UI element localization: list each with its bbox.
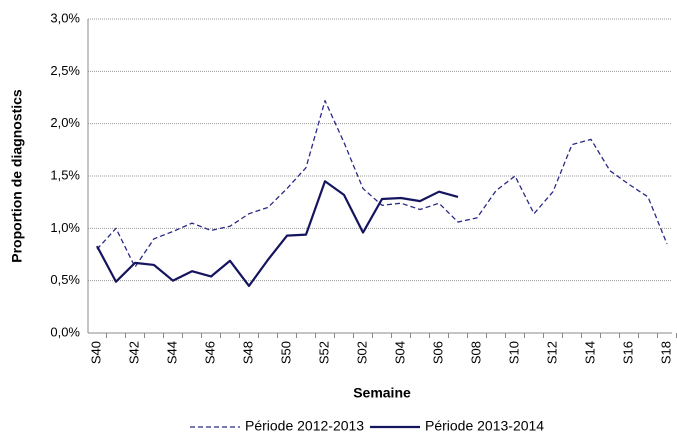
y-tick-label: 3,0% [50,10,80,25]
x-tick-label: S04 [392,341,407,364]
y-axis-label: Proportion de diagnostics [9,89,25,263]
x-tick-label: S14 [582,341,597,364]
x-tick-label: S16 [620,341,635,364]
series-line [96,180,459,287]
legend-label: Période 2012-2013 [245,418,364,434]
series-line [96,99,668,268]
y-tick-label: 2,5% [50,63,80,78]
x-tick-label: S06 [430,341,445,364]
y-tick-label: 0,0% [50,324,80,339]
y-tick-label: 1,5% [50,167,80,182]
y-tick-label: 2,0% [50,115,80,130]
x-tick-label: S10 [506,341,521,364]
y-tick-label: 0,5% [50,272,80,287]
x-tick-label: S02 [354,341,369,364]
x-tick-label: S18 [658,341,673,364]
x-axis-label: Semaine [353,385,411,401]
x-tick-label: S46 [202,341,217,364]
x-tick-label: S42 [126,341,141,364]
x-tick-label: S52 [316,341,331,364]
x-tick-label: S08 [468,341,483,364]
x-tick-label: S12 [544,341,559,364]
x-tick-label: S40 [88,341,103,364]
x-tick-label: S44 [164,341,179,364]
x-tick-label: S48 [240,341,255,364]
legend-label: Période 2013-2014 [425,418,544,434]
x-tick-label: S50 [278,341,293,364]
y-tick-label: 1,0% [50,220,80,235]
